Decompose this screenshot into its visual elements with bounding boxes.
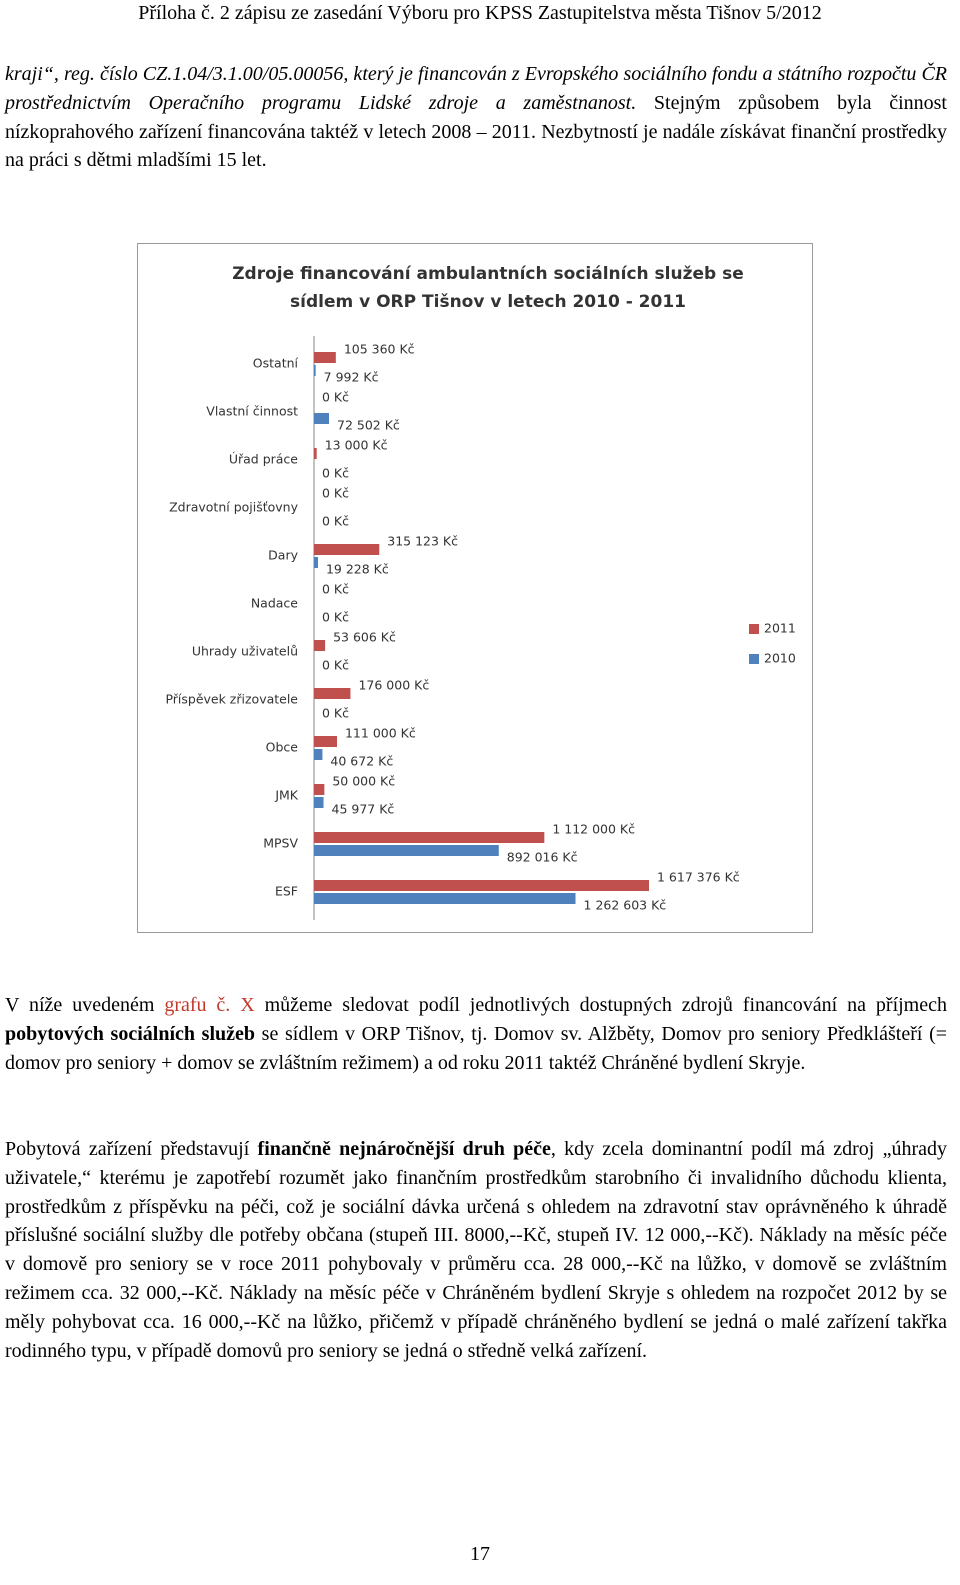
- value-label: 315 123 Kč: [387, 534, 458, 549]
- text: , kdy zcela dominantní podíl má zdroj „ú…: [5, 1138, 947, 1362]
- value-label: 0 Kč: [322, 610, 349, 625]
- text: grafu č. X: [164, 994, 255, 1016]
- value-label: 53 606 Kč: [333, 630, 396, 645]
- legend-label: 2010: [764, 651, 796, 666]
- bar: [314, 749, 323, 760]
- paragraph: V níže uvedeném grafu č. X můžeme sledov…: [5, 991, 947, 1077]
- text: finančně nejnáročnější druh péče: [257, 1138, 551, 1160]
- value-label: 0 Kč: [322, 582, 349, 597]
- category-label: Zdravotní pojišťovny: [169, 500, 299, 515]
- chart-title: Zdroje financování ambulantních sociální…: [232, 264, 744, 312]
- value-label: 40 672 Kč: [330, 754, 393, 769]
- text: Stejným způsobem byla činnost nízkopraho…: [5, 91, 947, 172]
- value-label: 0 Kč: [322, 486, 349, 501]
- page-header: Příloha č. 2 zápisu ze zasedání Výboru p…: [138, 2, 822, 24]
- value-label: 0 Kč: [322, 390, 349, 405]
- legend-label: 2011: [764, 621, 796, 636]
- bar: [314, 688, 351, 699]
- chart-plot: Ostatní 105 360 Kč 7 992 Kč Vlastní činnost…: [165, 336, 796, 920]
- category-label: JMK: [274, 788, 298, 803]
- text: se sídlem v ORP Tišnov, tj. Domov sv. Al…: [5, 1022, 948, 1074]
- bar: [314, 736, 337, 747]
- legend-swatch: [749, 654, 759, 664]
- paragraph: kraji“, reg. číslo CZ.1.04/3.1.00/05.000…: [5, 60, 947, 175]
- bar: [314, 893, 576, 904]
- value-label: 50 000 Kč: [332, 774, 395, 789]
- bar: [314, 557, 318, 568]
- value-label: 0 Kč: [322, 514, 349, 529]
- page-number: 17: [470, 1543, 490, 1565]
- text: můžeme sledovat podíl jednotlivých dostu…: [254, 994, 947, 1016]
- value-label: 892 016 Kč: [507, 850, 578, 865]
- category-label: Nadace: [251, 596, 298, 611]
- value-label: 7 992 Kč: [324, 370, 379, 385]
- value-label: 176 000 Kč: [358, 678, 429, 693]
- bar: [314, 352, 336, 363]
- value-label: 1 262 603 Kč: [584, 898, 667, 913]
- category-label: MPSV: [263, 836, 298, 851]
- value-label: 45 977 Kč: [332, 802, 395, 817]
- bar: [314, 880, 649, 891]
- category-label: Uhrady uživatelů: [192, 644, 298, 659]
- category-label: ESF: [275, 884, 298, 899]
- bar: [314, 365, 316, 376]
- value-label: 0 Kč: [322, 466, 349, 481]
- category-label: Příspěvek zřizovatele: [165, 692, 298, 707]
- text: V níže uvedeném: [5, 994, 165, 1016]
- bar: [314, 544, 380, 555]
- bar: [314, 797, 324, 808]
- value-label: 0 Kč: [322, 658, 349, 673]
- value-label: 105 360 Kč: [344, 342, 415, 357]
- bar: [314, 640, 326, 651]
- value-label: 19 228 Kč: [326, 562, 389, 577]
- bar: [314, 845, 499, 856]
- category-label: Obce: [266, 740, 299, 755]
- text: Pobytová zařízení představují: [5, 1138, 258, 1160]
- value-label: 1 617 376 Kč: [657, 870, 740, 885]
- text: pobytových sociálních služeb: [5, 1022, 256, 1045]
- category-label: Dary: [268, 548, 298, 563]
- value-label: 13 000 Kč: [325, 438, 388, 453]
- value-label: 1 112 000 Kč: [552, 822, 635, 837]
- legend-swatch: [749, 624, 759, 634]
- value-label: 0 Kč: [322, 706, 349, 721]
- bar: [314, 448, 317, 459]
- text: kraji“, reg. číslo CZ.1.04/3.1.00/05.000…: [5, 63, 947, 114]
- category-label: Úřad práce: [229, 452, 298, 467]
- bar: [314, 413, 330, 424]
- bar: [314, 832, 545, 843]
- bar: [314, 784, 325, 795]
- value-label: 72 502 Kč: [337, 418, 400, 433]
- category-label: Ostatní: [253, 356, 299, 371]
- value-label: 111 000 Kč: [345, 726, 416, 741]
- paragraph: Pobytová zařízení představují finančně n…: [5, 1135, 947, 1365]
- chart: Zdroje financování ambulantních sociální…: [137, 243, 813, 933]
- category-label: Vlastní činnost: [206, 404, 298, 419]
